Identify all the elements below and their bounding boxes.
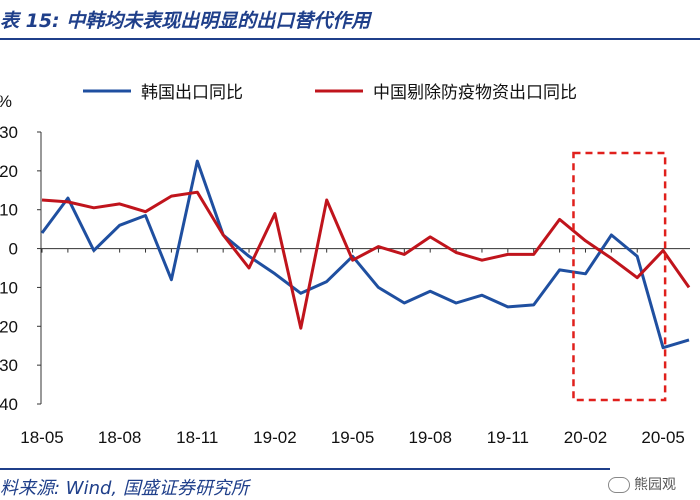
y-tick-label: 40 bbox=[0, 395, 18, 414]
x-tick-label: 19-11 bbox=[487, 428, 529, 447]
highlight-box bbox=[572, 151, 667, 402]
x-tick-label: 19-08 bbox=[408, 428, 451, 447]
watermark: 熊园观 bbox=[608, 474, 700, 494]
source-divider bbox=[0, 468, 610, 470]
x-tick-label: 18-08 bbox=[98, 428, 141, 447]
x-tick-label: 18-05 bbox=[20, 428, 63, 447]
y-axis-label: % bbox=[0, 92, 12, 111]
watermark-text: 熊园观 bbox=[634, 477, 676, 493]
y-tick-label: 20 bbox=[0, 317, 18, 336]
wechat-icon bbox=[608, 477, 630, 493]
x-tick-label: 18-11 bbox=[176, 428, 218, 447]
legend-label-1: 韩国出口同比 bbox=[141, 83, 243, 103]
legend-label-2: 中国剔除防疫物资出口同比 bbox=[373, 83, 577, 103]
y-tick-label: 10 bbox=[0, 278, 18, 297]
chart-title: 表 15: 中韩均未表现出明显的出口替代作用 bbox=[0, 10, 371, 30]
x-tick-label: 20-05 bbox=[641, 428, 684, 447]
y-tick-label: 30 bbox=[0, 123, 18, 142]
x-tick-label: 19-02 bbox=[253, 428, 296, 447]
series-line-1 bbox=[40, 159, 690, 350]
x-tick-label: 20-02 bbox=[564, 428, 607, 447]
source-note: 料来源: Wind, 国盛证券研究所 bbox=[0, 478, 249, 499]
y-tick-label: 0 bbox=[9, 240, 18, 259]
x-tick-label: 19-05 bbox=[331, 428, 374, 447]
title-divider bbox=[0, 38, 700, 40]
y-tick-label: 30 bbox=[0, 356, 18, 375]
series-line-2 bbox=[41, 190, 691, 330]
y-tick-label: 10 bbox=[0, 201, 18, 220]
y-tick-label: 20 bbox=[0, 162, 18, 181]
